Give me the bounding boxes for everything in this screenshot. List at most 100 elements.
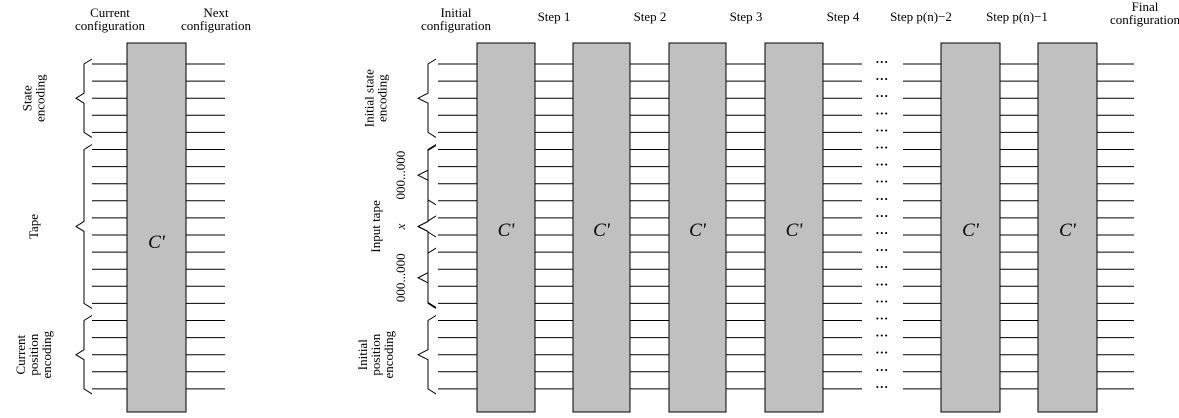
header-column-3-line: Step 3 [730, 9, 763, 24]
group-label-initial-position-line: Initial [355, 339, 370, 370]
circuit-block [764, 42, 824, 413]
header-column-7: Final configuration [1110, 0, 1179, 27]
ellipsis-dots: … [875, 68, 889, 83]
header-column-4: Step 4 [827, 9, 860, 24]
group-label-position: Currentpositionencoding [13, 330, 54, 378]
header-column-5-line: Step p(n)−2 [890, 9, 952, 24]
ellipsis-dots: … [875, 171, 889, 186]
header-current-configuration-line: Current [90, 5, 130, 20]
header-column-0-line: Initial [440, 5, 471, 20]
header-column-2-line: Step 2 [634, 9, 667, 24]
header-current-configuration-line: configuration [75, 18, 146, 33]
ellipsis-dots: … [875, 137, 889, 152]
ellipsis-dots: … [875, 273, 889, 288]
group-label-initial-position-line: encoding [381, 330, 396, 378]
input-subgroup-label-1: x [393, 223, 408, 230]
ellipsis-dots: … [875, 359, 889, 374]
group-label-initial-position: Initialpositionencoding [355, 330, 396, 378]
group-label-input-tape: Input tape [368, 200, 383, 253]
ellipsis-dots: … [875, 222, 889, 237]
circuit-block-label: C' [593, 220, 611, 241]
header-column-6-line: Step p(n)−1 [986, 9, 1048, 24]
circuit-block-label-line: C' [498, 220, 516, 241]
circuit-block-label-line: C' [962, 220, 980, 241]
ellipsis-dots: … [875, 51, 889, 66]
header-column-7-line: configuration [1110, 12, 1179, 27]
circuit-block-label-line: C' [786, 220, 804, 241]
brace-initial-state [416, 58, 437, 138]
group-label-tape-line: Tape [26, 214, 41, 239]
input-subgroup-label-0-line: 000...000 [393, 151, 408, 200]
group-label-position-line: encoding [39, 330, 54, 378]
group-label-state: Stateencoding [20, 74, 48, 122]
brace-input-subgroup-1 [416, 215, 437, 238]
group-label-initial-position-line: position [368, 333, 383, 375]
header-next-configuration-line: Next [203, 5, 229, 20]
header-column-0: Initial configuration [421, 5, 492, 33]
circuit-block-label: C' [786, 220, 804, 241]
group-label-initial-state: Initial stateencoding [362, 69, 390, 127]
circuit-block [668, 42, 727, 413]
ellipsis-dots: … [875, 308, 889, 323]
header-column-6: Step p(n)−1 [986, 9, 1048, 24]
brace-tape [75, 144, 93, 309]
group-label-position-line: Current [13, 334, 28, 374]
circuit-block-label-line: C' [1059, 220, 1077, 241]
group-label-state-line: State [20, 85, 35, 111]
circuit-block [940, 42, 1001, 413]
ellipsis-dots: … [875, 325, 889, 340]
brace-state [75, 58, 93, 138]
circuit-block-label: C' [962, 220, 980, 241]
brace-initial-position [416, 315, 437, 395]
header-column-0-line: configuration [421, 18, 492, 33]
circuit-block-label-line: C' [689, 220, 707, 241]
group-label-state-line: encoding [33, 74, 48, 122]
brace-position [75, 315, 93, 395]
header-column-7-line: Final [1132, 0, 1159, 14]
input-subgroup-label-2: 000...000 [393, 253, 408, 302]
ellipsis-dots: … [875, 102, 889, 117]
header-next-configuration-line: configuration [181, 18, 252, 33]
circuit-block-label: C' [148, 232, 166, 253]
input-subgroup-label-0: 000...000 [393, 151, 408, 200]
input-subgroup-label-2-line: 000...000 [393, 253, 408, 302]
circuit-block-label: C' [1059, 220, 1077, 241]
ellipsis-dots: … [875, 154, 889, 169]
input-subgroup-label-1-line: x [393, 223, 408, 230]
circuit-block [1037, 42, 1098, 413]
circuit-block [476, 42, 536, 413]
circuit-block [572, 42, 631, 413]
ellipsis-dots: … [875, 239, 889, 254]
ellipsis-dots: … [875, 85, 889, 100]
group-label-initial-state-line: encoding [375, 74, 390, 122]
header-column-2: Step 2 [634, 9, 667, 24]
brace-input-subgroup-0 [416, 145, 437, 206]
ellipsis-dots: … [875, 205, 889, 220]
group-label-tape: Tape [26, 214, 41, 239]
circuit-block-label: C' [498, 220, 516, 241]
brace-input-tape [416, 144, 437, 309]
ellipsis-dots: … [875, 119, 889, 134]
header-column-5: Step p(n)−2 [890, 9, 952, 24]
header-current-configuration: Current configuration [75, 5, 146, 33]
ellipsis-dots: … [875, 376, 889, 391]
header-column-1: Step 1 [538, 9, 571, 24]
group-label-initial-state-line: Initial state [362, 69, 377, 127]
circuit-block [126, 42, 187, 413]
ellipsis-dots: … [875, 188, 889, 203]
circuit-block-label: C' [689, 220, 707, 241]
header-column-3: Step 3 [730, 9, 763, 24]
ellipsis-dots: … [875, 290, 889, 305]
brace-input-subgroup-2 [416, 247, 437, 308]
header-column-4-line: Step 4 [827, 9, 860, 24]
circuit-block-label-line: C' [148, 232, 166, 253]
group-label-input-tape-line: Input tape [368, 200, 383, 253]
ellipsis-dots: … [875, 342, 889, 357]
header-next-configuration: Next configuration [181, 5, 252, 33]
circuit-block-label-line: C' [593, 220, 611, 241]
group-label-position-line: position [26, 333, 41, 375]
